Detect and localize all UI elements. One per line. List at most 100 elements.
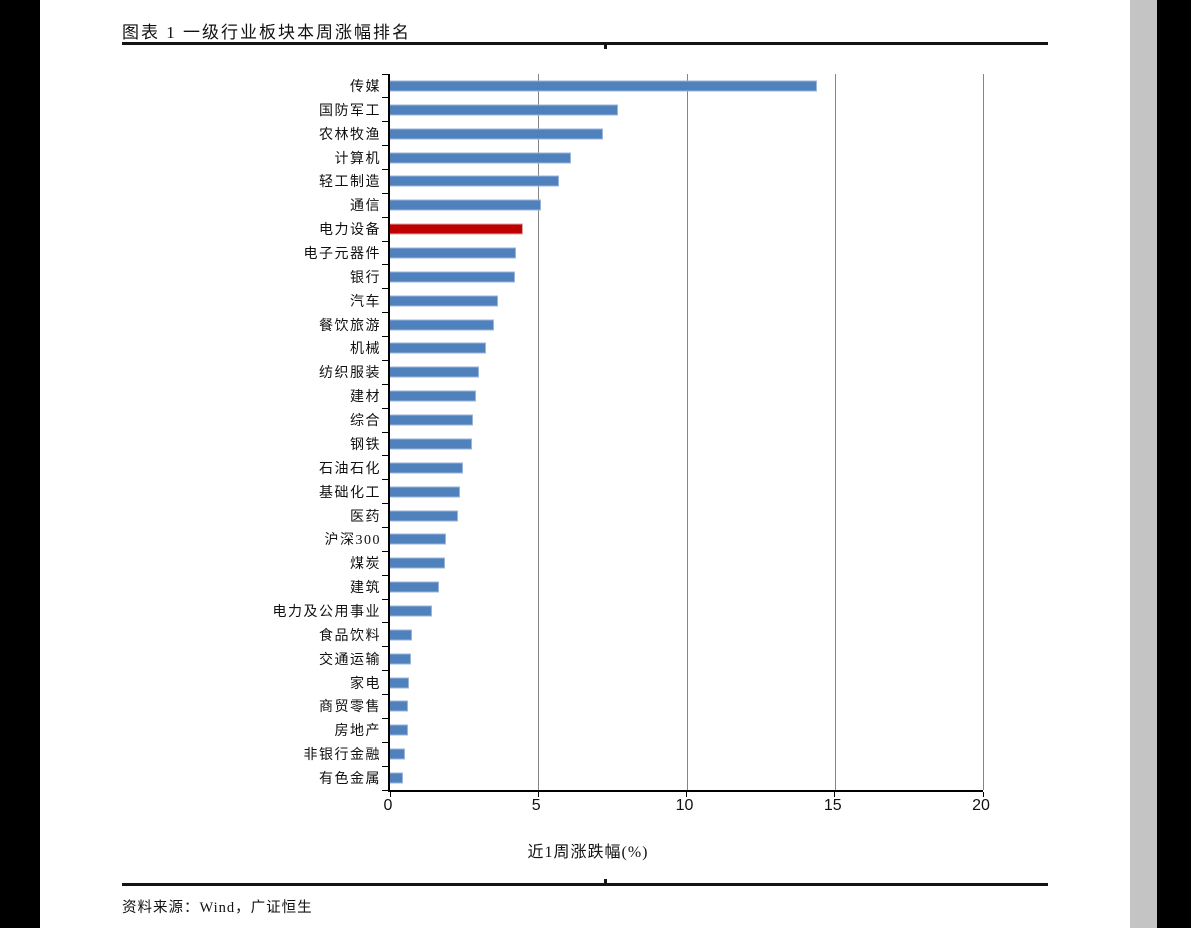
y-axis-tick [382, 264, 388, 266]
bar [390, 724, 408, 736]
page-edge-left-black-band [0, 0, 40, 928]
category-label: 交通运输 [319, 652, 381, 668]
y-axis-tick [382, 455, 388, 457]
chart-row: 汽车 [350, 289, 983, 313]
bar [390, 510, 459, 522]
bar [390, 772, 404, 784]
category-label: 农林牧渔 [319, 127, 381, 143]
bar [390, 80, 817, 92]
y-axis-tick [382, 73, 388, 75]
category-label: 家电 [350, 676, 381, 692]
category-label: 汽车 [350, 294, 381, 310]
y-axis-tick [382, 97, 388, 99]
y-axis-tick [382, 312, 388, 314]
category-label: 电力设备 [319, 223, 381, 239]
category-label: 电子元器件 [303, 246, 381, 262]
chart-row: 医药 [350, 504, 983, 528]
bar [390, 438, 472, 450]
bar [390, 677, 410, 689]
chart-row: 交通运输 [319, 647, 983, 671]
chart-row: 煤炭 [350, 551, 983, 575]
y-axis-tick [382, 574, 388, 576]
category-label: 银行 [350, 270, 381, 286]
top-rule [122, 42, 1048, 49]
y-axis-tick [382, 550, 388, 552]
x-axis-tick [537, 792, 539, 797]
bar [390, 533, 447, 545]
bar [390, 605, 432, 617]
chart-row: 餐饮旅游 [319, 313, 983, 337]
bar [390, 295, 499, 307]
bar [390, 557, 445, 569]
chart-row: 房地产 [335, 718, 983, 742]
category-label: 医药 [350, 509, 381, 525]
y-axis-tick [382, 359, 388, 361]
chart-row: 石油石化 [319, 456, 983, 480]
bar-highlighted [390, 223, 524, 235]
bar [390, 152, 571, 164]
category-label: 机械 [350, 342, 381, 358]
category-label: 国防军工 [319, 103, 381, 119]
y-axis-tick [382, 216, 388, 218]
bar [390, 390, 476, 402]
y-axis-tick [382, 526, 388, 528]
y-axis-tick [382, 503, 388, 505]
bar [390, 342, 487, 354]
chart-row: 计算机 [335, 146, 983, 170]
y-axis-tick [382, 145, 388, 147]
chart-row: 钢铁 [350, 432, 983, 456]
y-axis-tick [382, 694, 388, 696]
category-label: 通信 [350, 199, 381, 215]
x-tick-label-20: 20 [972, 797, 990, 814]
x-axis-title: 近1周涨跌幅(%) [527, 844, 649, 861]
bar [390, 247, 516, 259]
gridline-5 [538, 74, 540, 790]
x-tick-label-5: 5 [531, 797, 541, 814]
y-axis-tick [382, 431, 388, 433]
bar [390, 486, 460, 498]
chart-row: 综合 [350, 408, 983, 432]
bar [390, 199, 542, 211]
bar [390, 319, 494, 331]
bottom-rule-center-tick [604, 879, 607, 886]
y-axis-tick [382, 383, 388, 385]
chart-row: 国防军工 [319, 98, 983, 122]
x-tick-label-15: 15 [823, 797, 842, 814]
y-axis-tick [382, 789, 388, 791]
bar [390, 629, 413, 641]
y-axis-tick [382, 407, 388, 409]
y-axis-tick [382, 336, 388, 338]
y-axis-tick [382, 670, 388, 672]
y-axis-tick [382, 288, 388, 290]
y-axis-tick [382, 646, 388, 648]
y-axis-tick [382, 622, 388, 624]
y-axis-tick [382, 121, 388, 123]
chart-row: 传媒 [350, 74, 983, 98]
page-edge-right-black-band [1157, 0, 1191, 928]
bottom-rule [122, 879, 1048, 886]
chart-row: 银行 [350, 265, 983, 289]
category-label: 有色金属 [319, 772, 381, 788]
page-edge-gray-band [1130, 0, 1157, 928]
bar [390, 581, 439, 593]
bar [390, 414, 474, 426]
chart-row: 电子元器件 [304, 241, 983, 265]
chart-row: 电力及公用事业 [273, 599, 983, 623]
chart-row: 食品饮料 [319, 623, 983, 647]
category-label: 石油石化 [319, 461, 381, 477]
category-label: 电力及公用事业 [272, 604, 381, 620]
chart-row: 沪深300 [325, 527, 983, 551]
chart-row: 通信 [350, 193, 983, 217]
chart-row: 纺织服装 [319, 360, 983, 384]
bar [390, 462, 463, 474]
x-axis-tick [389, 792, 391, 797]
category-label: 钢铁 [350, 437, 381, 453]
bar [390, 748, 405, 760]
x-tick-label-10: 10 [675, 797, 694, 814]
category-label: 煤炭 [350, 557, 381, 573]
y-axis-tick [382, 168, 388, 170]
bar [390, 366, 479, 378]
y-axis-tick [382, 717, 388, 719]
x-axis-tick [982, 792, 984, 797]
gridline-10 [686, 74, 688, 790]
